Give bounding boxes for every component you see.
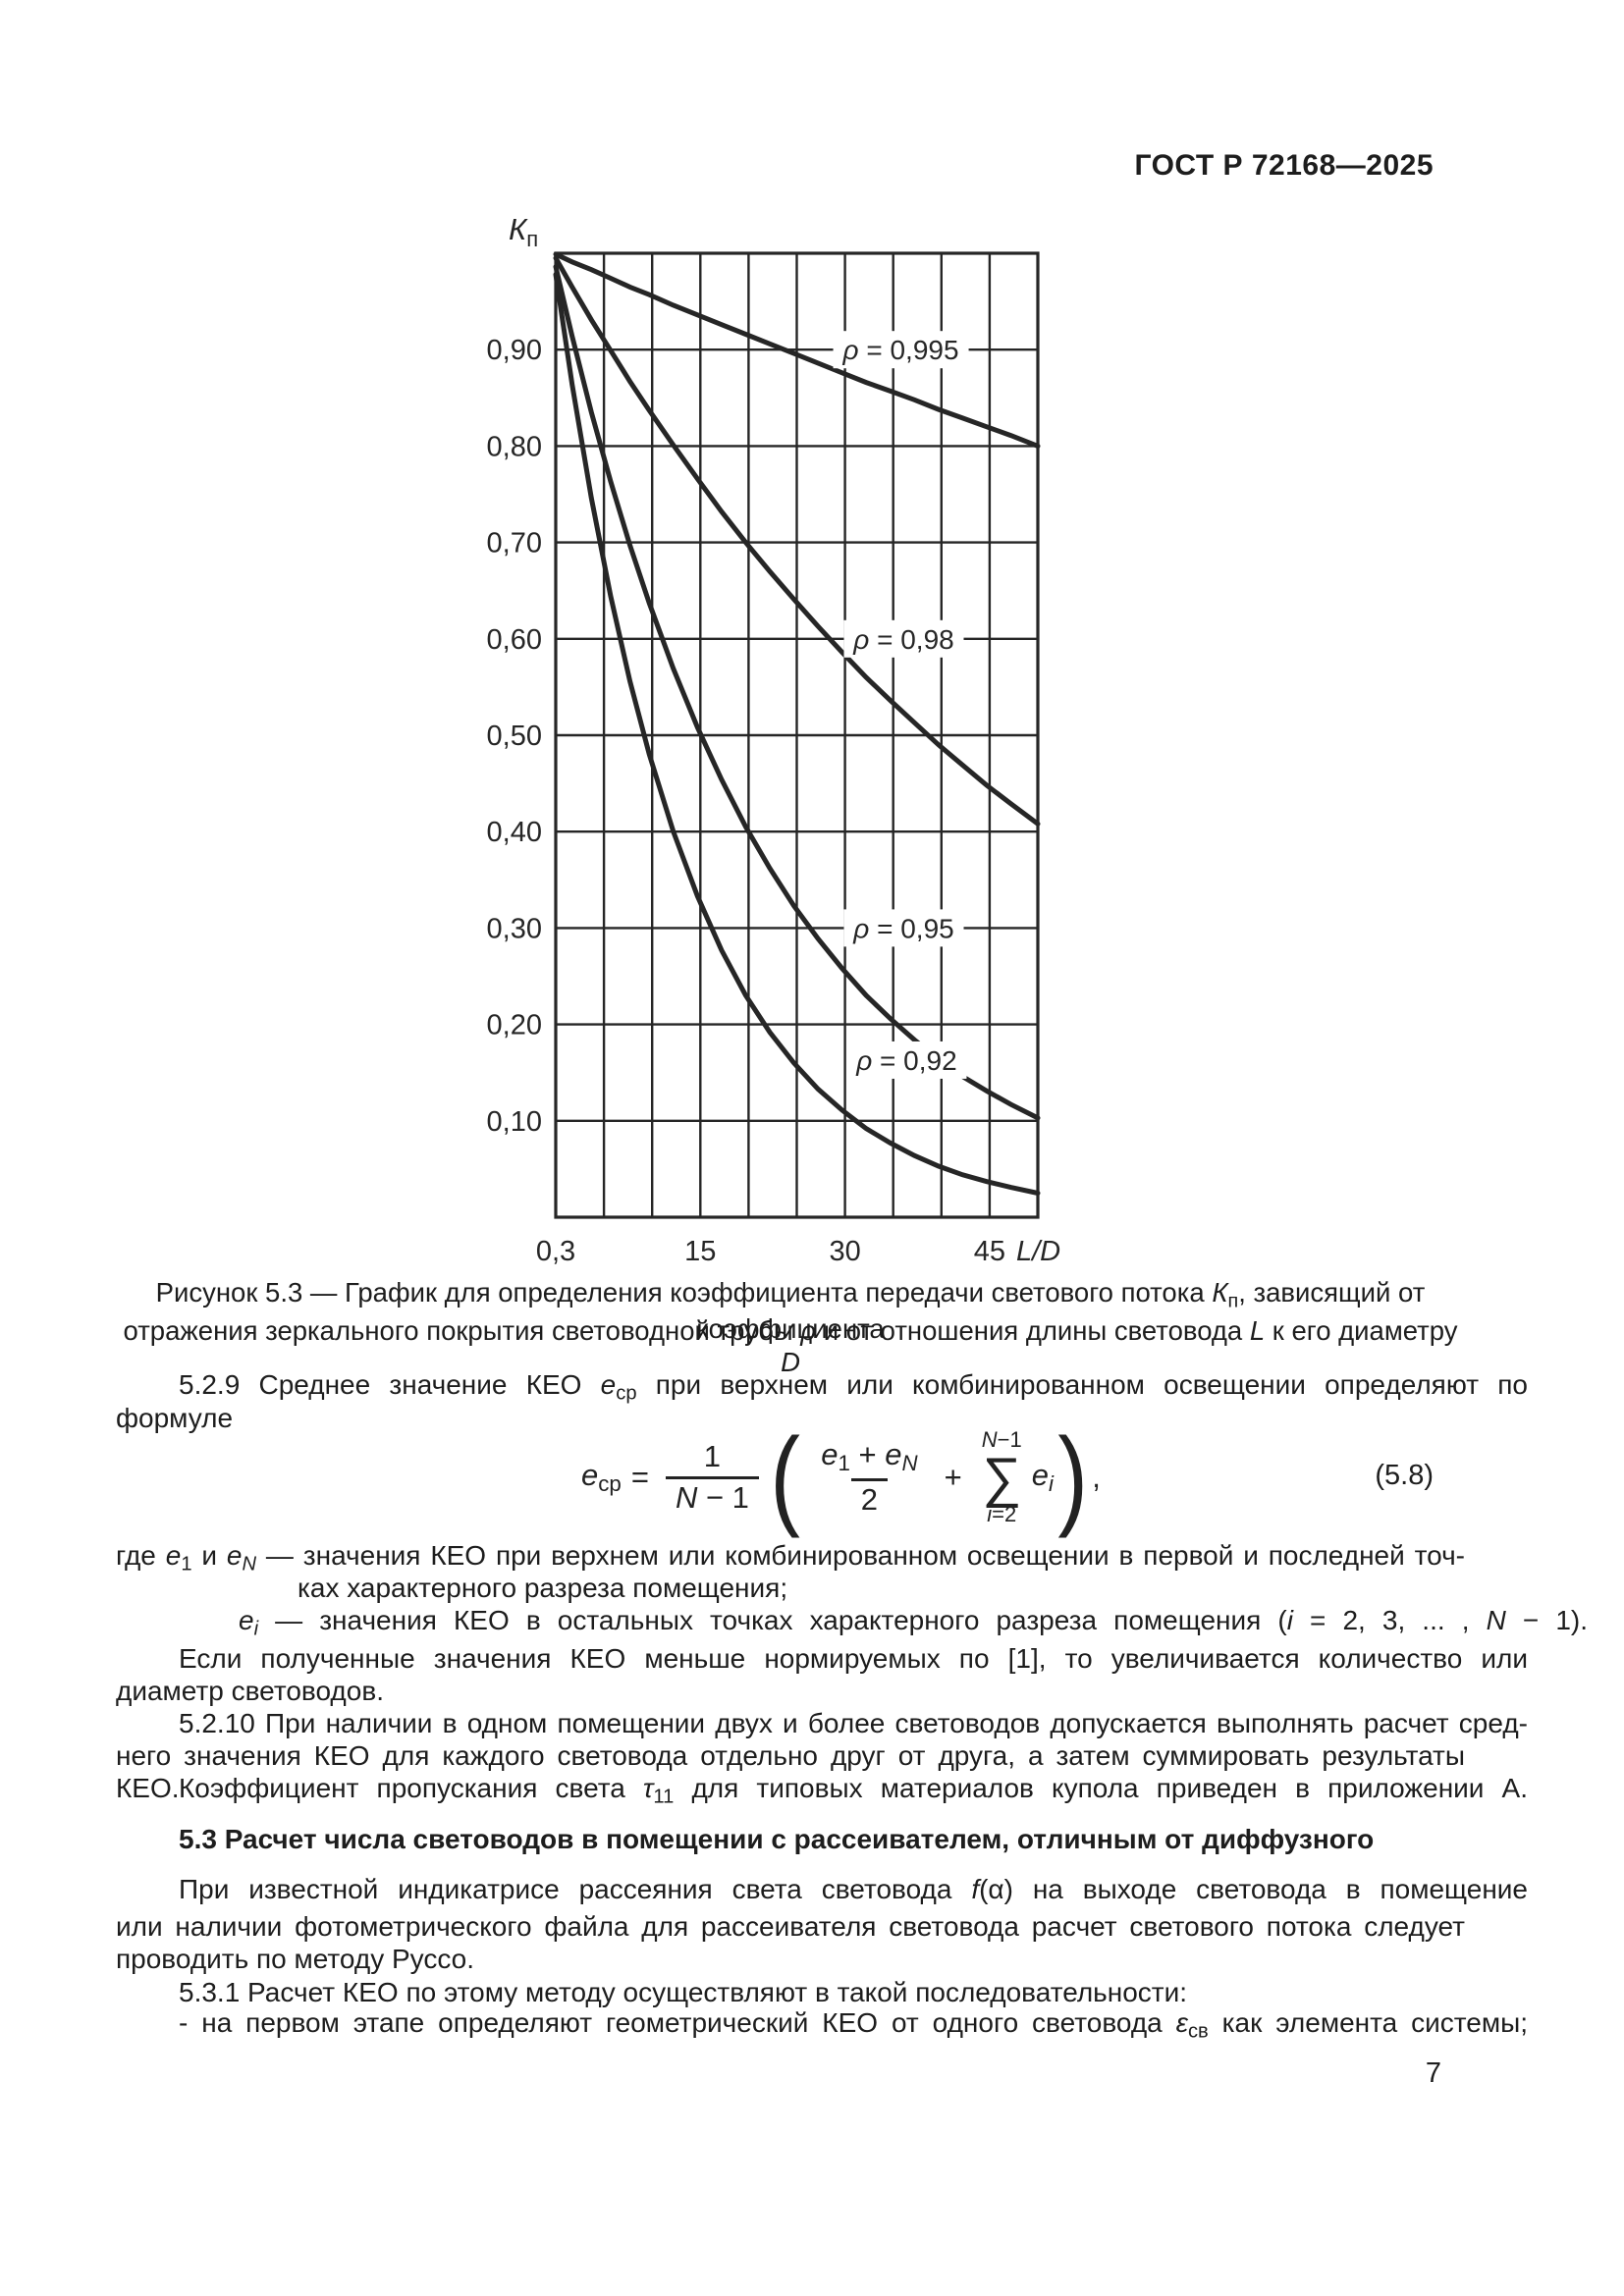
svg-text:0,30: 0,30 [487, 913, 542, 944]
paragraph-line: проводить по методу Руссо. [116, 1944, 475, 1974]
svg-text:0,50: 0,50 [487, 721, 542, 752]
svg-text:L/D: L/D [1016, 1236, 1060, 1267]
inner-fraction: е1 + еN 2 [811, 1436, 927, 1519]
svg-text:Кп: Кп [509, 212, 538, 251]
paragraph-line: где е1 и еN — значения КЕО при верхнем и… [116, 1540, 1466, 1575]
formula-5-8: еср = 1 N − 1 ( е1 + еN 2 + N−1 ∑ i=2 еi… [581, 1419, 1101, 1535]
paragraph-line: Коэффициент пропускания света τ11 для ти… [179, 1773, 1529, 1808]
document-header: ГОСТ Р 72168—2025 [1134, 149, 1434, 182]
svg-text:0,80: 0,80 [487, 431, 542, 462]
paragraph-line: него значения КЕО для каждого световода … [116, 1740, 1465, 1804]
plus-sign: + [944, 1460, 962, 1494]
svg-text:0,90: 0,90 [487, 335, 542, 366]
paragraph-line: ках характерного разреза помещения; [298, 1573, 788, 1603]
close-paren: ) [1057, 1415, 1088, 1538]
paragraph-line: 5.2.9 Среднее значение КЕО еср при верхн… [179, 1369, 1528, 1405]
svg-text:ρ = 0,92: ρ = 0,92 [855, 1045, 956, 1076]
svg-text:ρ = 0,995: ρ = 0,995 [842, 335, 959, 365]
figure-caption-line-2: отражения зеркального покрытия световодн… [123, 1315, 1458, 1377]
figure-5-3: 0,90 0,80 0,70 0,60 0,50 0,40 0,30 0,20 0,10 Кп 0,… [452, 206, 1119, 1310]
sigma-symbol: ∑ [982, 1446, 1022, 1509]
paragraph-line: диаметр световодов. [116, 1676, 384, 1706]
figure-caption-line-1: Рисунок 5.3 — График для определения коэ… [155, 1277, 1426, 1344]
coef-fraction: 1 N − 1 [665, 1438, 759, 1517]
paragraph-line: 5.3.1 Расчет КЕО по этому методу осущест… [179, 1977, 1188, 2007]
paragraph-line: или наличии фотометрического файла для р… [116, 1911, 1465, 1942]
paragraph-line: формуле [116, 1403, 234, 1433]
section-heading: 5.3 Расчет числа световодов в помещении … [179, 1824, 1375, 1854]
svg-text:0,3: 0,3 [536, 1236, 575, 1267]
equals-sign: = [630, 1460, 649, 1494]
paragraph-line: При известной индикатрисе рассеяния свет… [179, 1874, 1528, 1904]
formula-lhs: еср [581, 1457, 622, 1497]
svg-text:15: 15 [684, 1236, 716, 1267]
svg-text:0,10: 0,10 [487, 1106, 542, 1138]
summation: N−1 ∑ i=2 [981, 1427, 1022, 1526]
svg-text:30: 30 [829, 1236, 860, 1267]
svg-text:0,60: 0,60 [487, 624, 542, 656]
formula-number: (5.8) [1375, 1460, 1434, 1491]
sum-term: еi [1031, 1457, 1054, 1497]
open-paren: ( [770, 1415, 800, 1538]
paragraph-line: Если полученные значения КЕО меньше норм… [179, 1643, 1528, 1674]
paragraph-line: еi — значения КЕО в остальных точках хар… [239, 1605, 1588, 1640]
paragraph-line: 5.2.10 При наличии в одном помещении дву… [179, 1708, 1528, 1738]
page-number: 7 [1425, 2057, 1441, 2089]
svg-text:0,40: 0,40 [487, 817, 542, 848]
paragraph-line: - на первом этапе определяют геометричес… [179, 2007, 1528, 2043]
svg-text:0,20: 0,20 [487, 1010, 542, 1041]
svg-text:ρ = 0,98: ρ = 0,98 [852, 624, 953, 655]
svg-text:ρ = 0,95: ρ = 0,95 [852, 913, 953, 943]
svg-text:0,70: 0,70 [487, 528, 542, 560]
svg-text:45: 45 [974, 1236, 1005, 1267]
figure-chart: 0,90 0,80 0,70 0,60 0,50 0,40 0,30 0,20 0,10 Кп 0,… [487, 212, 1061, 1267]
formula-comma: , [1092, 1460, 1101, 1494]
